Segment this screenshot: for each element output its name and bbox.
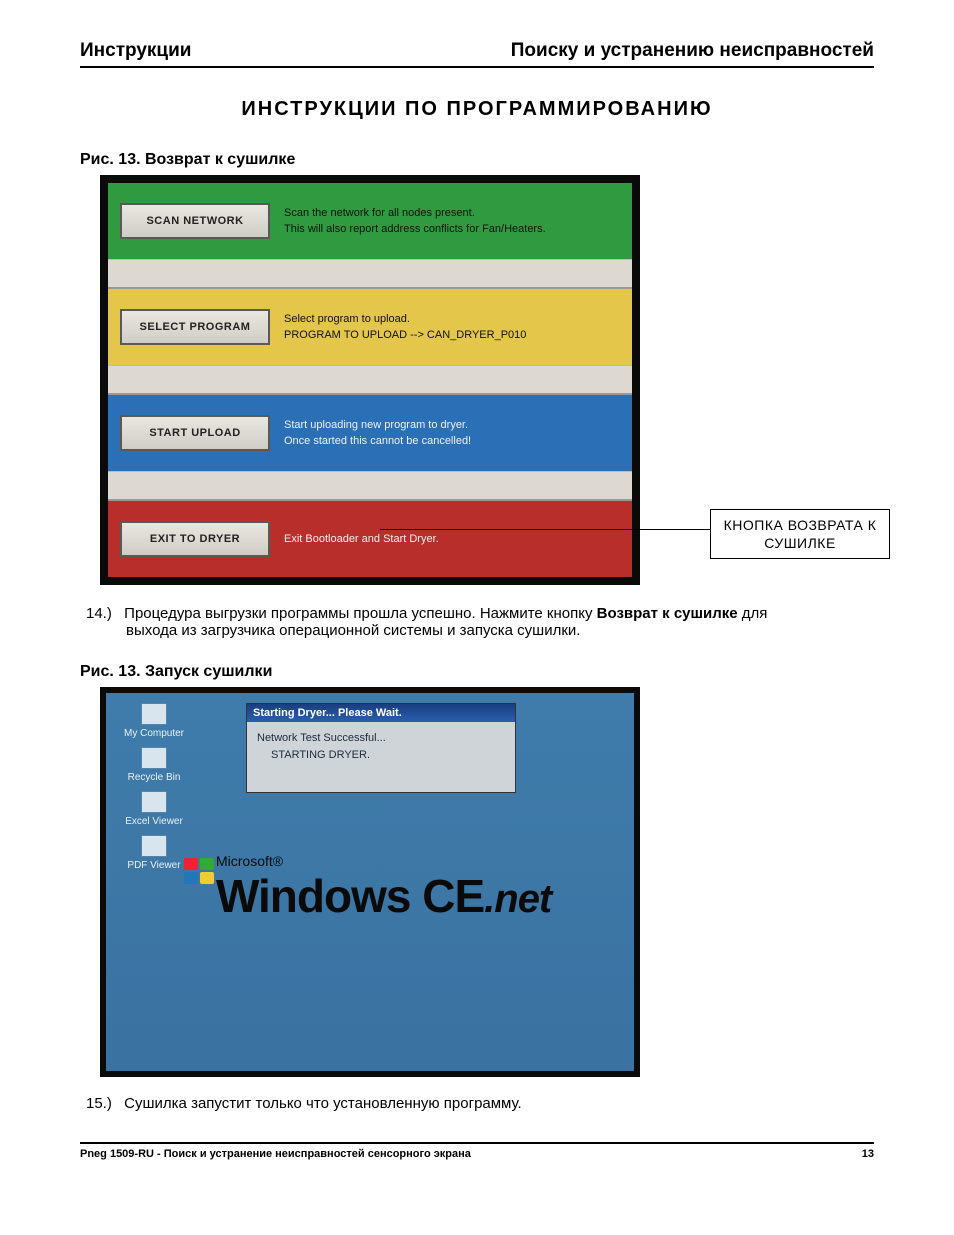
logo-main: Windows CE — [216, 870, 484, 922]
upload-desc-1: Start uploading new program to dryer. — [284, 417, 471, 434]
callout-line — [380, 529, 710, 530]
exit-to-dryer-button[interactable]: EXIT TO DRYER — [120, 521, 270, 557]
windows-flag-icon — [184, 858, 218, 888]
exit-desc-1: Exit Bootloader and Start Dryer. — [284, 531, 439, 548]
start-upload-button[interactable]: START UPLOAD — [120, 415, 270, 451]
select-program-button[interactable]: SELECT PROGRAM — [120, 309, 270, 345]
dialog-line2: STARTING DRYER. — [257, 747, 505, 764]
header-right: Поиску и устранению неисправностей — [511, 40, 874, 62]
fig2-screen: My Computer Recycle Bin Excel Viewer PDF… — [100, 687, 640, 1077]
windows-ce-logo: Microsoft® Windows CE.net — [216, 853, 551, 923]
wince-desktop: My Computer Recycle Bin Excel Viewer PDF… — [106, 693, 634, 1071]
page-footer: Pneg 1509-RU - Поиск и устранение неиспр… — [80, 1142, 874, 1160]
row-select-program: SELECT PROGRAM Select program to upload.… — [108, 287, 632, 365]
step15-text: Сушилка запустит только что установленну… — [124, 1095, 522, 1112]
scan-network-button[interactable]: SCAN NETWORK — [120, 203, 270, 239]
scan-desc-2: This will also report address conflicts … — [284, 221, 546, 238]
dialog-body: Network Test Successful... STARTING DRYE… — [247, 722, 515, 792]
scan-desc-1: Scan the network for all nodes present. — [284, 205, 546, 222]
dialog-line1: Network Test Successful... — [257, 730, 505, 747]
icon-label-0: My Computer — [124, 728, 184, 739]
upload-desc-2: Once started this cannot be cancelled! — [284, 433, 471, 450]
icon-label-1: Recycle Bin — [128, 772, 181, 783]
exit-to-dryer-desc: Exit Bootloader and Start Dryer. — [284, 531, 439, 548]
scan-network-desc: Scan the network for all nodes present. … — [284, 205, 546, 238]
select-program-desc: Select program to upload. PROGRAM TO UPL… — [284, 311, 526, 344]
step14-bold: Возврат к сушилке — [597, 605, 738, 622]
step-14: 14.) Процедура выгрузки программы прошла… — [80, 605, 874, 639]
pdf-icon — [141, 835, 167, 857]
header-left: Инструкции — [80, 40, 191, 62]
wince-icons: My Computer Recycle Bin Excel Viewer PDF… — [114, 703, 194, 871]
footer-left: Pneg 1509-RU - Поиск и устранение неиспр… — [80, 1148, 471, 1160]
row-start-upload: START UPLOAD Start uploading new program… — [108, 393, 632, 471]
icon-pdf-viewer[interactable]: PDF Viewer — [114, 835, 194, 871]
row-exit-to-dryer: EXIT TO DRYER Exit Bootloader and Start … — [108, 499, 632, 577]
main-title: ИНСТРУКЦИИ ПО ПРОГРАММИРОВАНИЮ — [80, 98, 874, 121]
step14-num: 14.) — [86, 605, 120, 622]
icon-my-computer[interactable]: My Computer — [114, 703, 194, 739]
logo-ms: Microsoft® — [216, 853, 551, 869]
icon-label-3: PDF Viewer — [127, 860, 180, 871]
start-upload-desc: Start uploading new program to dryer. On… — [284, 417, 471, 450]
step14-b: для — [738, 605, 768, 622]
logo-net: .net — [484, 877, 551, 921]
icon-recycle-bin[interactable]: Recycle Bin — [114, 747, 194, 783]
step14-a: Процедура выгрузки программы прошла успе… — [124, 605, 596, 622]
step15-num: 15.) — [86, 1095, 120, 1112]
icon-excel-viewer[interactable]: Excel Viewer — [114, 791, 194, 827]
fig1-wrap: SCAN NETWORK Scan the network for all no… — [100, 175, 874, 585]
dialog-title: Starting Dryer... Please Wait. — [247, 704, 515, 722]
page-header: Инструкции Поиску и устранению неисправн… — [80, 40, 874, 68]
select-desc-2: PROGRAM TO UPLOAD --> CAN_DRYER_P010 — [284, 327, 526, 344]
callout-text: КНОПКА ВОЗВРАТА К СУШИЛКЕ — [724, 517, 877, 551]
fig1-caption: Рис. 13. Возврат к сушилке — [80, 151, 874, 169]
icon-label-2: Excel Viewer — [125, 816, 183, 827]
computer-icon — [141, 703, 167, 725]
select-desc-1: Select program to upload. — [284, 311, 526, 328]
row-scan-network: SCAN NETWORK Scan the network for all no… — [108, 183, 632, 259]
recycle-icon — [141, 747, 167, 769]
step14-cont: выхода из загрузчика операционной систем… — [126, 622, 874, 639]
callout-box: КНОПКА ВОЗВРАТА К СУШИЛКЕ — [710, 509, 890, 559]
fig1-screen: SCAN NETWORK Scan the network for all no… — [100, 175, 640, 585]
step-15: 15.) Сушилка запустит только что установ… — [80, 1095, 874, 1112]
fig2-caption: Рис. 13. Запуск сушилки — [80, 663, 874, 681]
excel-icon — [141, 791, 167, 813]
starting-dryer-dialog: Starting Dryer... Please Wait. Network T… — [246, 703, 516, 793]
footer-page-number: 13 — [862, 1148, 874, 1160]
